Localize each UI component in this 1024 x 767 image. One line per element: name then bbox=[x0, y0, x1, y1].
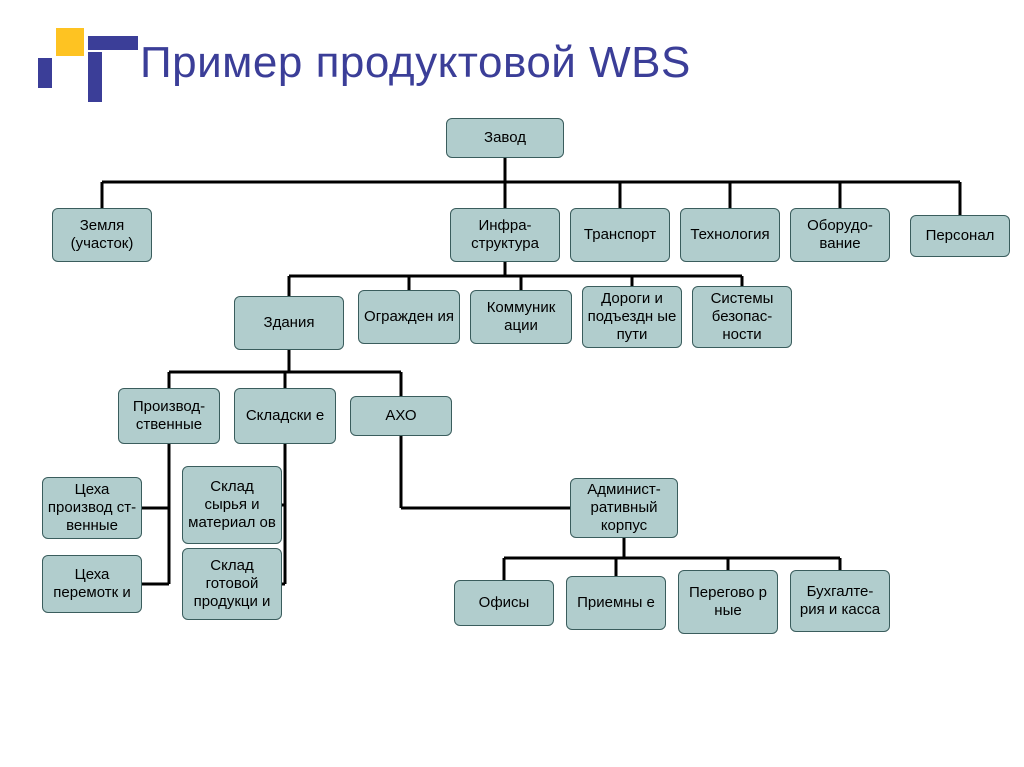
decoration-square-yellow bbox=[56, 28, 84, 56]
page-title: Пример продуктовой WBS bbox=[140, 38, 691, 88]
wbs-node-l3_1: Производ-ственные bbox=[118, 388, 220, 444]
wbs-node-l5_2: Приемны е bbox=[566, 576, 666, 630]
wbs-node-l4_1: Цеха производ ст-венные bbox=[42, 477, 142, 539]
wbs-node-l5_3: Перегово р ные bbox=[678, 570, 778, 634]
wbs-node-l1_1: Земля (участок) bbox=[52, 208, 152, 262]
wbs-node-l3_3: АХО bbox=[350, 396, 452, 436]
decoration-bar-h bbox=[88, 36, 138, 50]
wbs-node-l4_4: Склад готовой продукци и bbox=[182, 548, 282, 620]
wbs-node-l2_5: Системы безопас- ности bbox=[692, 286, 792, 348]
wbs-node-l3_2: Складски е bbox=[234, 388, 336, 444]
wbs-node-l1_6: Персонал bbox=[910, 215, 1010, 257]
wbs-node-l2_3: Коммуник ации bbox=[470, 290, 572, 344]
wbs-diagram: Завод Земля (участок) Инфра-структураТранс… bbox=[0, 110, 1024, 760]
wbs-node-l4_2: Цеха перемотк и bbox=[42, 555, 142, 613]
wbs-node-l5_4: Бухгалте-рия и касса bbox=[790, 570, 890, 632]
decoration-bar-v2 bbox=[88, 52, 102, 102]
wbs-node-l4_5: Админист-ративный корпус bbox=[570, 478, 678, 538]
wbs-node-l4_3: Склад сырья и материал ов bbox=[182, 466, 282, 544]
wbs-node-l2_2: Огражден ия bbox=[358, 290, 460, 344]
wbs-node-l1_2: Инфра-структура bbox=[450, 208, 560, 262]
wbs-node-root: Завод bbox=[446, 118, 564, 158]
wbs-node-l2_1: Здания bbox=[234, 296, 344, 350]
wbs-node-l1_5: Оборудо-вание bbox=[790, 208, 890, 262]
wbs-node-l5_1: Офисы bbox=[454, 580, 554, 626]
decoration-bar-v1 bbox=[38, 58, 52, 88]
wbs-node-l2_4: Дороги и подъездн ые пути bbox=[582, 286, 682, 348]
slide-decoration bbox=[38, 28, 118, 98]
wbs-node-l1_3: Транспорт bbox=[570, 208, 670, 262]
wbs-node-l1_4: Технология bbox=[680, 208, 780, 262]
